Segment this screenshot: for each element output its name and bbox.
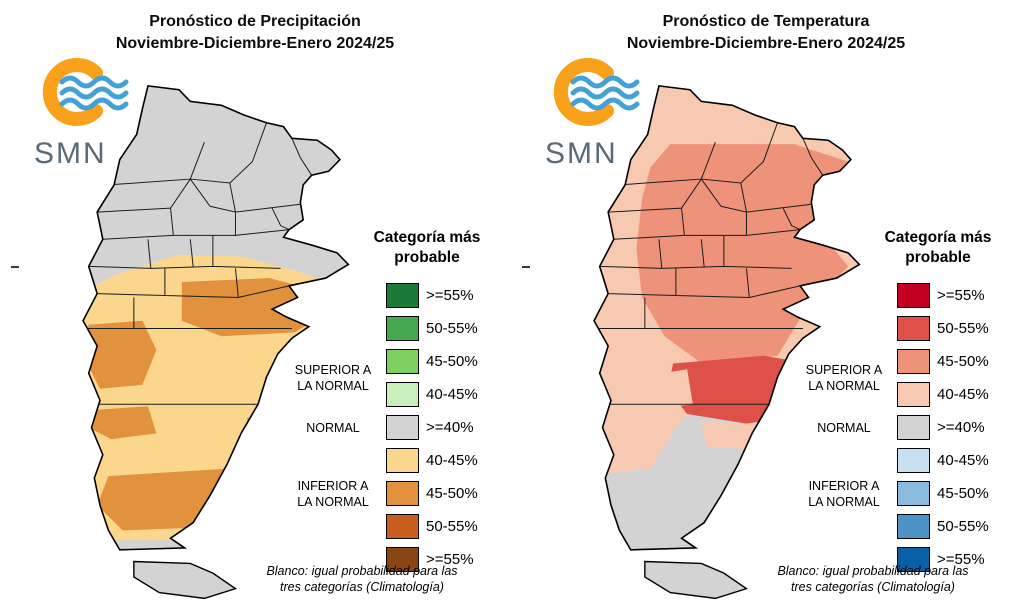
legend-item-label: >=55% — [937, 551, 985, 569]
argentina-outline — [594, 86, 859, 550]
title-line2: Noviembre-Diciembre-Enero 2024/25 — [626, 34, 906, 52]
legend-item-label: >=40% — [426, 419, 474, 437]
smn-logo-icon — [553, 58, 640, 126]
smn-logo-icon — [42, 58, 129, 126]
temperature-title: Pronóstico de Temperatura Noviembre-Dici… — [511, 11, 1021, 54]
legend-title: Categoría más probable — [373, 229, 481, 267]
argentina-outline — [83, 86, 348, 550]
legend-swatch — [897, 316, 930, 342]
argentina-map-temperature — [563, 82, 865, 611]
legend-swatch — [386, 349, 419, 375]
legend-grid: SUPERIOR A LA NORMAL NORMAL INFERIOR A L… — [280, 283, 508, 573]
legend-item-label: 40-45% — [426, 386, 478, 404]
region-inferior-45-50-central — [181, 278, 326, 337]
latitude-tick — [11, 266, 19, 268]
legend-item-label: >=55% — [426, 287, 474, 305]
legend-swatch — [897, 349, 930, 375]
legend-swatch — [897, 283, 930, 309]
legend-title: Categoría más probable — [884, 229, 992, 267]
legend-temperature: Categoría más probable SUPERIOR A LA NOR… — [791, 228, 1019, 573]
category-superior-label: SUPERIOR A LA NORMAL — [294, 363, 372, 394]
legend-item-label: 40-45% — [937, 386, 989, 404]
legend-item-label: 50-55% — [937, 320, 989, 338]
region-inferior-45-50-cuyo — [83, 320, 157, 389]
legend-swatch — [386, 382, 419, 408]
tierra-del-fuego — [645, 561, 747, 598]
logo-wave-3 — [570, 97, 640, 111]
legend-swatch — [897, 448, 930, 474]
legend-swatch — [897, 415, 930, 441]
region-inferior-45-50-west — [88, 406, 157, 440]
title-line1: Pronóstico de Precipitación — [149, 13, 361, 30]
logo-wave-1 — [570, 75, 640, 89]
smn-logo: SMN — [34, 56, 154, 171]
legend-swatch — [386, 316, 419, 342]
legend-swatch — [897, 547, 930, 573]
legend-swatch — [386, 514, 419, 540]
smn-logo: SMN — [545, 56, 665, 171]
legend-item-label: 45-50% — [937, 353, 989, 371]
legend-swatch — [386, 283, 419, 309]
legend-precipitation: Categoría más probable SUPERIOR A LA NOR… — [280, 228, 508, 573]
legend-item-label: 50-55% — [937, 518, 989, 536]
category-superior-label: SUPERIOR A LA NORMAL — [805, 363, 883, 394]
argentina-map-svg — [52, 82, 354, 611]
category-inferior-label: INFERIOR A LA NORMAL — [808, 478, 880, 509]
region-inferior-45-50-south — [97, 468, 247, 531]
category-normal-label: NORMAL — [306, 420, 360, 435]
province-borders — [83, 123, 312, 404]
smn-logo-text: SMN — [545, 137, 618, 170]
smn-logo-text: SMN — [34, 137, 107, 170]
region-superior-40-45-west-patch — [650, 369, 693, 409]
legend-item-label: 50-55% — [426, 518, 478, 536]
legend-item-label: 40-45% — [426, 452, 478, 470]
logo-wave-2 — [570, 86, 640, 100]
legend-swatch — [386, 415, 419, 441]
province-borders — [594, 123, 823, 404]
climatology-footnote: Blanco: igual probabilidad para las tres… — [266, 564, 458, 595]
legend-swatch — [897, 481, 930, 507]
argentina-map-svg — [563, 82, 865, 611]
latitude-tick — [522, 266, 530, 268]
legend-item-label: 45-50% — [937, 485, 989, 503]
tierra-del-fuego — [134, 561, 236, 598]
category-normal-label: NORMAL — [817, 420, 871, 435]
temperature-panel: Pronóstico de Temperatura Noviembre-Dici… — [511, 0, 1021, 611]
precipitation-panel: Pronóstico de Precipitación Noviembre-Di… — [0, 0, 510, 611]
legend-item-label: >=55% — [426, 551, 474, 569]
legend-item-label: 50-55% — [426, 320, 478, 338]
category-inferior-label: INFERIOR A LA NORMAL — [297, 478, 369, 509]
argentina-map-precipitation — [52, 82, 354, 611]
title-line1: Pronóstico de Temperatura — [662, 13, 870, 30]
legend-swatch — [897, 514, 930, 540]
legend-swatch — [386, 481, 419, 507]
precipitation-title: Pronóstico de Precipitación Noviembre-Di… — [0, 11, 510, 54]
climatology-footnote: Blanco: igual probabilidad para las tres… — [777, 564, 969, 595]
legend-item-label: 45-50% — [426, 353, 478, 371]
legend-swatch — [386, 547, 419, 573]
title-line2: Noviembre-Diciembre-Enero 2024/25 — [115, 34, 395, 52]
logo-wave-1 — [59, 75, 129, 89]
logo-wave-2 — [59, 86, 129, 100]
logo-ring — [42, 58, 103, 126]
legend-item-label: 45-50% — [426, 485, 478, 503]
legend-grid: SUPERIOR A LA NORMAL NORMAL INFERIOR A L… — [791, 283, 1019, 573]
legend-swatch — [897, 382, 930, 408]
logo-ring — [553, 58, 614, 126]
legend-swatch — [386, 448, 419, 474]
legend-item-label: 40-45% — [937, 452, 989, 470]
logo-wave-3 — [59, 97, 129, 111]
legend-item-label: >=40% — [937, 419, 985, 437]
legend-item-label: >=55% — [937, 287, 985, 305]
